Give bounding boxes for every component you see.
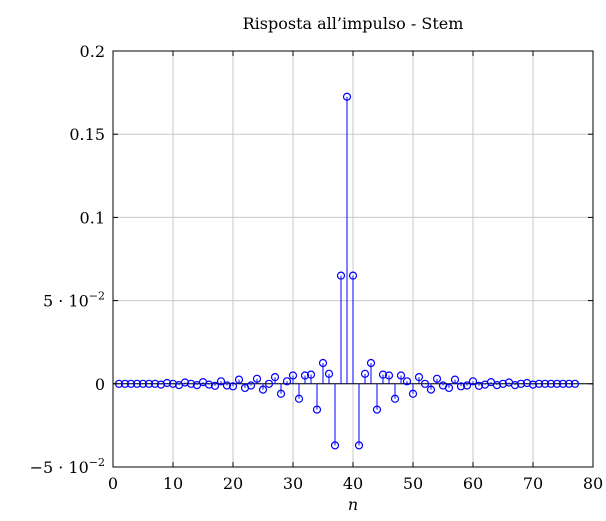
stem-marker <box>498 379 508 388</box>
stem-marker <box>420 379 430 388</box>
stem-marker <box>132 379 142 388</box>
stem-marker <box>534 379 544 388</box>
stem-marker <box>216 377 226 386</box>
y-tick-label: 0.1 <box>80 208 105 227</box>
x-tick-label: 80 <box>583 474 603 493</box>
x-axis-ticks: 0 10 20 30 40 50 60 70 80 <box>108 51 603 493</box>
markers-layer <box>114 92 580 450</box>
stem-marker <box>264 379 274 388</box>
x-tick-label: 40 <box>343 474 363 493</box>
stem-marker <box>276 389 286 398</box>
y-tick-label: 0 <box>95 375 105 394</box>
stem-marker <box>540 379 550 388</box>
stem-marker <box>522 378 532 388</box>
stems-layer <box>160 96 534 446</box>
stem-marker <box>312 405 322 414</box>
stem-marker <box>432 374 442 383</box>
x-tick-label: 60 <box>463 474 483 493</box>
stem-marker <box>474 381 484 390</box>
stem-marker <box>222 381 232 390</box>
stem-marker <box>396 371 406 380</box>
x-tick-label: 30 <box>283 474 303 493</box>
stem-marker <box>138 379 148 388</box>
stem-marker <box>126 379 136 388</box>
stem-marker <box>318 358 328 368</box>
stem-marker <box>354 441 364 450</box>
stem-marker <box>516 379 526 388</box>
stem-marker <box>360 369 370 378</box>
stem-marker <box>306 370 316 379</box>
stem-marker <box>186 379 196 388</box>
stem-marker <box>270 373 280 382</box>
stem-marker <box>336 271 346 280</box>
grid-lines <box>112 50 594 468</box>
stem-marker <box>462 381 472 390</box>
stem-marker <box>426 385 436 394</box>
stem-marker <box>570 379 580 388</box>
stem-marker <box>510 381 520 390</box>
stem-marker <box>282 377 292 386</box>
y-tick-label: −5 · 10−2 <box>30 456 105 477</box>
stem-marker <box>210 381 220 390</box>
stem-marker <box>162 378 172 388</box>
stem-marker <box>414 373 424 382</box>
stem-marker <box>180 378 190 387</box>
x-axis-label: n <box>348 495 358 514</box>
stem-marker <box>300 371 310 380</box>
stem-marker <box>378 370 388 379</box>
stem-marker <box>468 377 478 386</box>
x-tick-label: 10 <box>163 474 183 493</box>
x-tick-label: 50 <box>403 474 423 493</box>
stem-marker <box>150 379 160 388</box>
stem-marker <box>456 382 466 391</box>
stem-marker <box>288 371 298 380</box>
y-tick-label: 5 · 10−2 <box>43 290 105 311</box>
stem-marker <box>228 382 238 391</box>
stem-marker <box>246 381 256 390</box>
x-tick-label: 20 <box>223 474 243 493</box>
stem-marker <box>366 358 376 368</box>
stem-marker <box>450 375 460 384</box>
stem-marker <box>528 380 538 389</box>
stem-marker <box>144 379 154 388</box>
y-tick-label: 0.15 <box>69 125 105 144</box>
stem-marker <box>348 271 358 280</box>
stem-marker <box>444 383 454 393</box>
stem-marker <box>168 379 178 388</box>
stem-marker <box>342 92 352 101</box>
stem-marker <box>390 394 400 403</box>
stem-marker <box>402 377 412 386</box>
y-tick-label: 0.2 <box>80 42 105 61</box>
stem-marker <box>384 371 394 380</box>
x-tick-label: 0 <box>108 474 118 493</box>
stem-marker <box>324 369 334 378</box>
stem-marker <box>258 385 268 394</box>
stem-marker <box>372 405 382 414</box>
stem-marker <box>330 441 340 450</box>
stem-marker <box>546 379 556 388</box>
stem-marker <box>204 380 214 389</box>
chart-title: Risposta all’impulso - Stem <box>243 14 464 33</box>
stem-marker <box>294 394 304 403</box>
stem-marker <box>156 380 166 389</box>
stem-marker <box>120 379 130 388</box>
stem-marker <box>492 381 502 390</box>
x-tick-label: 70 <box>523 474 543 493</box>
stem-marker <box>552 379 562 388</box>
stem-marker <box>408 389 418 398</box>
stem-marker <box>252 374 262 383</box>
y-axis-ticks: −5 · 10−2 0 5 · 10−2 0.1 0.15 0.2 <box>30 42 593 477</box>
stem-marker <box>564 379 574 388</box>
stem-marker <box>234 375 244 384</box>
stem-marker <box>558 379 568 388</box>
